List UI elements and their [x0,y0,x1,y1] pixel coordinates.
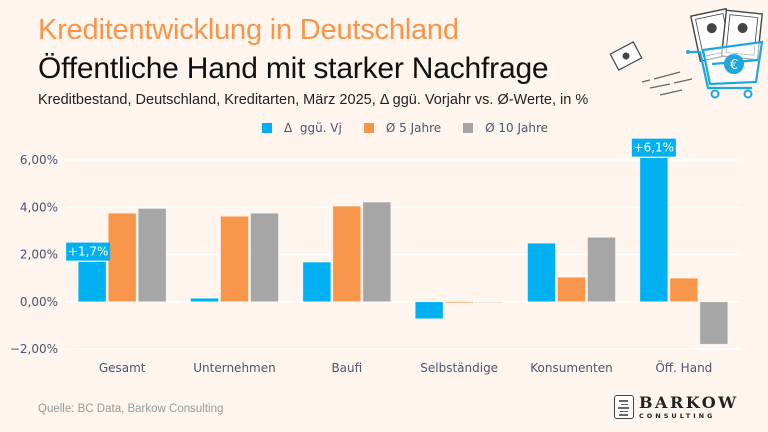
bar-baufi-1[interactable] [332,205,362,303]
x-tick-label: Unternehmen [193,361,275,375]
bar-öff-hand-1[interactable] [669,277,699,303]
source-note: Quelle: BC Data, Barkow Consulting [38,403,224,415]
bar-selbständige-2[interactable] [474,301,504,303]
legend-label-10y: Ø 10 Jahre [485,121,549,135]
bar-öff-hand-2[interactable] [699,301,729,345]
x-tick-label: Konsumenten [530,361,612,375]
bar-gesamt-0[interactable] [77,261,107,303]
y-tick-label: 2,00% [20,248,58,262]
x-tick-label: Gesamt [99,361,146,375]
legend-swatch-delta [262,123,272,133]
chart-headline: Öffentliche Hand mit starker Nachfrage [38,52,549,85]
bars [77,157,729,345]
bar-baufi-0[interactable] [302,261,332,303]
chart-legend: Δ ggü. Vj Ø 5 Jahre Ø 10 Jahre [262,121,548,135]
x-tick-label: Baufi [331,361,362,375]
x-axis-ticks: Gesamt Unternehmen Baufi Selbständige Konsum… [99,359,712,375]
data-labels: +1,7% +6,1% [66,138,676,261]
bar-öff-hand-0[interactable] [639,157,669,303]
y-tick-label: −2,00% [10,342,58,356]
svg-text:€: € [730,58,738,73]
gridlines [66,159,740,350]
bar-baufi-2[interactable] [362,201,392,303]
legend-label-5y: Ø 5 Jahre [385,121,442,135]
legend-item-delta[interactable]: Δ ggü. Vj [262,121,342,135]
bar-selbständige-0[interactable] [414,301,444,320]
bar-konsumenten-0[interactable] [527,242,556,303]
logo-mark-icon [614,395,634,420]
chart-title: Kreditentwicklung in Deutschland [38,14,459,46]
bar-unternehmen-0[interactable] [190,297,219,303]
bar-gesamt-1[interactable] [107,212,137,303]
x-tick-label: Öff. Hand [655,359,712,375]
y-tick-label: 0,00% [20,295,58,309]
chart-subtitle: Kreditbestand, Deutschland, Kreditarten,… [38,92,589,108]
bar-selbständige-1[interactable] [444,301,474,304]
flying-banknote-icon [609,41,643,71]
barkow-logo: BARKOW CONSULTING [614,395,739,420]
legend-swatch-10y [463,123,474,133]
y-axis-ticks: −2,00% 0,00% 2,00% 4,00% 6,00% [10,153,58,356]
legend-item-5y[interactable]: Ø 5 Jahre [363,121,442,135]
logo-subtitle: CONSULTING [639,412,716,420]
logo-wordmark: BARKOW [639,393,739,412]
euro-icon [724,54,744,74]
bar-unternehmen-2[interactable] [250,212,279,303]
y-tick-label: 6,00% [20,153,58,167]
legend-swatch-5y [363,123,374,133]
x-tick-label: Selbständige [420,361,498,375]
y-tick-label: 4,00% [20,200,58,214]
bar-konsumenten-1[interactable] [557,276,586,303]
shopping-cart-with-euro-banknotes-icon: € [609,7,764,99]
data-label-bg [631,138,676,157]
bar-gesamt-2[interactable] [137,208,167,303]
bar-konsumenten-2[interactable] [587,236,616,303]
data-label: +6,1% [634,141,675,155]
bar-unternehmen-1[interactable] [220,215,249,303]
data-label: +1,7% [68,245,109,259]
legend-label-delta: Δ ggü. Vj [284,121,342,135]
data-label-bg [66,242,111,261]
legend-item-10y[interactable]: Ø 10 Jahre [463,121,548,135]
